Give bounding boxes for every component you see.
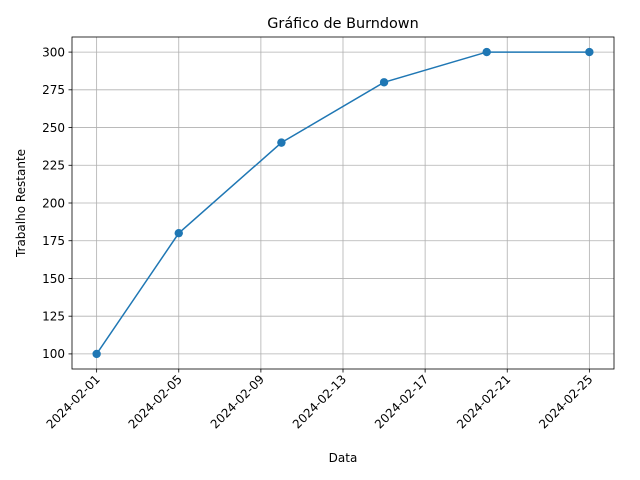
data-point [379,78,389,87]
y-tick-label: 100 [42,347,65,361]
y-axis-label: Trabalho Restante [14,149,28,258]
x-tick-label: 2024-02-05 [126,372,185,431]
grid-lines [72,37,614,369]
y-tick-label: 200 [42,196,65,210]
x-tick-label: 2024-02-25 [536,372,595,431]
x-axis-label: Data [329,451,358,465]
y-tick-label: 250 [42,121,65,135]
x-tick-label: 2024-02-09 [208,372,267,431]
series-layer [92,47,594,359]
y-tick-label: 225 [42,159,65,173]
x-axis: 2024-02-01 2024-02-05 2024-02-09 2024-02-13… [44,369,595,431]
x-tick-label: 2024-02-13 [290,372,349,431]
data-point [482,47,491,57]
chart-title: Gráfico de Burndown [267,16,418,32]
data-point [585,47,594,57]
data-point [277,138,286,147]
y-tick-label: 150 [42,272,65,286]
y-tick-label: 175 [42,234,65,248]
x-tick-label: 2024-02-01 [44,372,103,431]
y-tick-label: 125 [42,309,65,323]
data-point [92,349,101,359]
y-tick-label: 300 [42,45,65,59]
y-tick-label: 275 [42,83,65,97]
x-tick-label: 2024-02-21 [454,372,513,431]
y-axis: 100 125 150 175 200 225 250 275 300 [42,45,72,361]
series-line [96,51,590,355]
data-point [174,228,183,238]
x-tick-label: 2024-02-17 [372,372,431,431]
